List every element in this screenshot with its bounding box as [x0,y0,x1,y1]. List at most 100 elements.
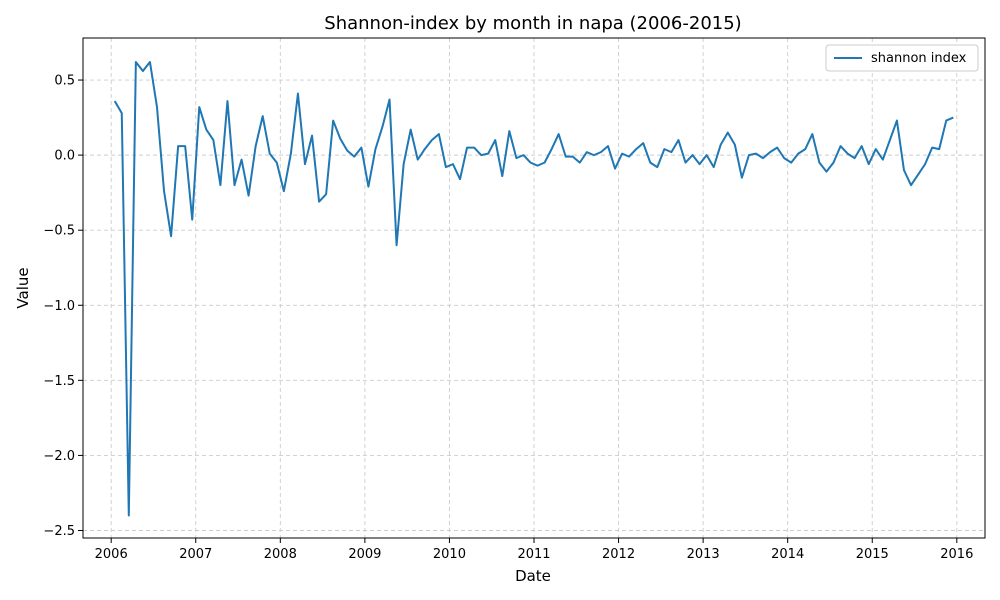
series-layer [113,61,954,517]
data-point [255,145,257,147]
data-point [720,144,722,146]
data-point [226,100,228,102]
data-point [875,148,877,150]
data-point [670,151,672,153]
y-tick-label: −2.0 [43,449,75,464]
data-point [339,138,341,140]
data-point [931,147,933,149]
data-point [445,166,447,168]
data-point [790,162,792,164]
data-point [565,156,567,158]
data-point [515,157,517,159]
data-point [529,162,531,164]
data-point [748,154,750,156]
data-point [360,147,362,149]
data-point [804,148,806,150]
data-point [177,145,179,147]
data-point [628,156,630,158]
data-point [205,129,207,131]
data-point [938,148,940,150]
data-point [135,61,137,63]
data-point [276,162,278,164]
data-point [410,129,412,131]
data-point [600,151,602,153]
y-tick-label: 0.0 [54,149,75,164]
data-point [389,99,391,101]
data-point [677,139,679,141]
legend-box [825,44,979,72]
data-point [297,93,299,95]
data-point [452,163,454,165]
y-axis: 0.5 0.0 −0.5 −1.0 −1.5 −2.0 −2.5 [43,74,83,539]
x-tick-label: 2009 [348,547,381,562]
data-point [945,120,947,122]
data-point [487,153,489,155]
data-point [832,162,834,164]
data-point [903,169,905,171]
data-point [797,153,799,155]
data-point [572,156,574,158]
data-point [128,514,130,516]
data-point [656,166,658,168]
data-point [494,139,496,141]
data-point [586,151,588,153]
y-tick-label: −2.5 [43,524,75,539]
y-tick-label: −0.5 [43,224,75,239]
data-point [466,147,468,149]
data-point [840,145,842,147]
y-tick-label: −1.0 [43,299,75,314]
x-axis-label: Date [515,567,551,585]
chart-title: Shannon-index by month in napa (2006-201… [324,13,741,34]
data-point [706,154,708,156]
data-point [459,178,461,180]
data-point [191,219,193,221]
data-point [734,144,736,146]
data-point [818,162,820,164]
data-point [396,244,398,246]
data-point [374,148,376,150]
grid-layer [83,38,985,538]
x-tick-label: 2014 [771,547,804,562]
data-point [346,150,348,152]
data-point [868,163,870,165]
data-point [149,61,151,63]
x-tick-label: 2015 [856,547,889,562]
x-tick-label: 2016 [940,547,973,562]
data-point [417,159,419,161]
data-point [593,154,595,156]
data-point [403,163,405,165]
legend: shannon index [825,44,979,72]
data-point [882,159,884,161]
data-point [614,168,616,170]
data-point [198,106,200,108]
y-tick-label: −1.5 [43,374,75,389]
data-point [579,162,581,164]
data-point [480,154,482,156]
data-point [269,153,271,155]
data-point [121,112,123,114]
x-tick-label: 2013 [687,547,720,562]
x-axis: 2006 2007 2008 2009 2010 2011 2012 2013 2014 2015… [95,538,973,562]
data-point [952,117,954,119]
data-point [234,184,236,186]
x-tick-label: 2012 [602,547,635,562]
data-point [642,142,644,144]
data-point [114,100,116,102]
data-point [699,163,701,165]
data-point [537,165,539,167]
data-point [163,190,165,192]
data-point [248,195,250,197]
data-point [544,162,546,164]
y-tick-label: 0.5 [54,74,75,89]
data-point [685,162,687,164]
data-point [741,177,743,179]
data-point [381,126,383,128]
data-point [142,70,144,72]
legend-label: shannon index [871,51,967,66]
data-point [889,139,891,141]
y-axis-label: Value [14,267,32,308]
data-point [621,153,623,155]
data-point [353,156,355,158]
